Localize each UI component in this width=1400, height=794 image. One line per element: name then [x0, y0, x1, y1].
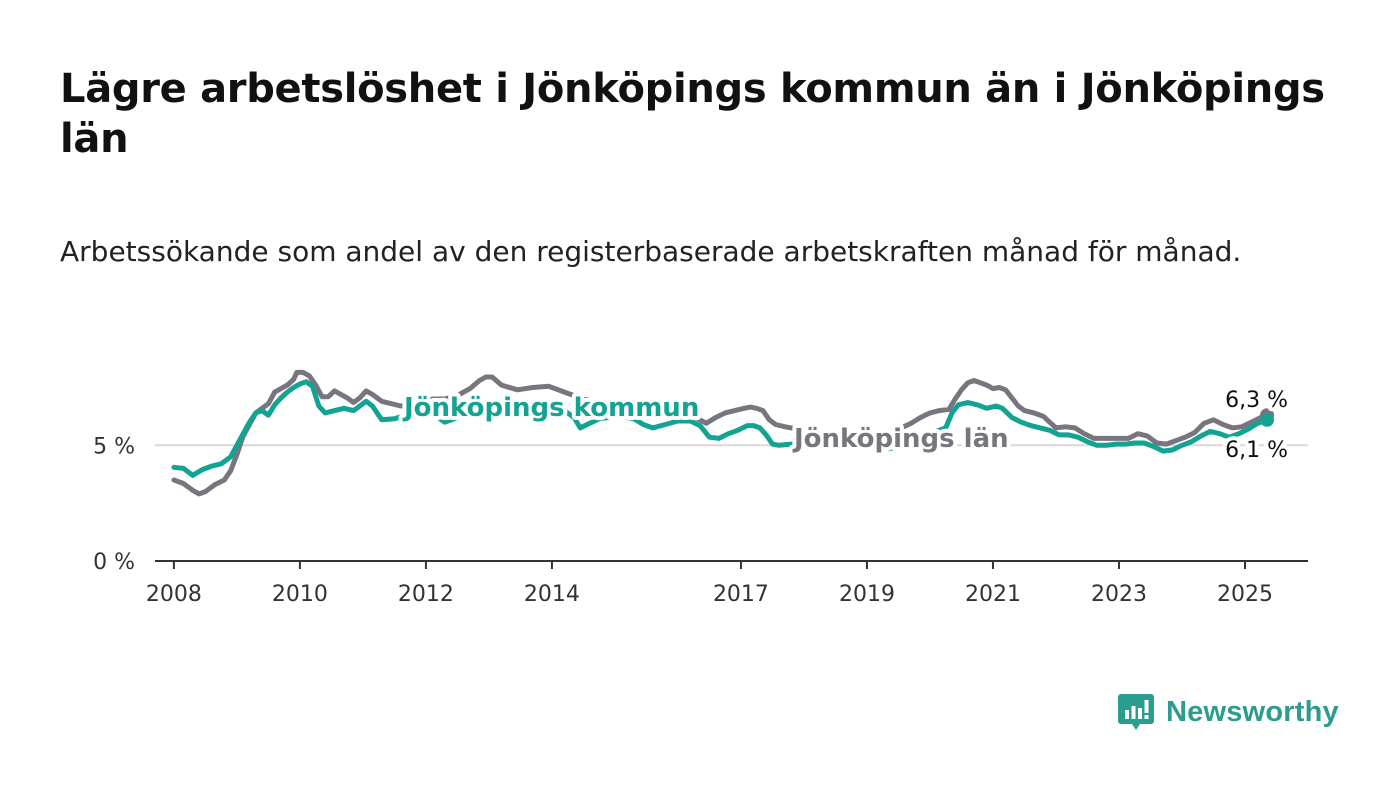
series-label-kommun-text: Jönköpings kommun: [402, 393, 699, 423]
end-label-lan: 6,3 %6,3 %: [1221, 384, 1292, 417]
x-tick-label: 2014: [524, 582, 580, 607]
brand-logo: Newsworthy: [1118, 690, 1339, 734]
series-label-lan-text: Jönköpings län: [792, 424, 1009, 454]
x-tick-label: 2010: [272, 582, 328, 607]
series-line-kommun: [171, 379, 1270, 478]
series-lines: [171, 369, 1275, 497]
chart-subtitle: Arbetssökande som andel av den registerb…: [60, 235, 1242, 268]
series-line-lan: [171, 369, 1270, 497]
end-label-kommun-halo: 6,1 %: [1225, 438, 1288, 463]
x-tick-label: 2012: [398, 582, 454, 607]
brand-name: Newsworthy: [1166, 695, 1339, 728]
chart-title: Lägre arbetslöshet i Jönköpings kommun ä…: [60, 66, 1325, 162]
x-tick-label: 2021: [965, 582, 1021, 607]
newsworthy-logo-icon: [1118, 694, 1154, 730]
end-point-kommun: [1260, 412, 1275, 427]
y-tick-label: 5 %: [93, 434, 135, 459]
x-tick-label: 2023: [1091, 582, 1147, 607]
end-label-lan-text: 6,3 %: [1225, 388, 1288, 413]
end-label-kommun-text: 6,1 %: [1225, 438, 1288, 463]
x-tick-label: 2008: [146, 582, 202, 607]
x-tick-label: 2025: [1217, 582, 1273, 607]
series-label-lan-halo: Jönköpings län: [792, 424, 1009, 454]
axes: 0 % 5 % 2008 2010 2012 2014 2017 2019 2021 2023 20…: [93, 434, 1308, 607]
series-label-kommun-halo: Jönköpings kommun: [402, 393, 699, 423]
end-label-lan-halo: 6,3 %: [1225, 388, 1288, 413]
y-tick-label: 0 %: [93, 550, 135, 575]
end-label-kommun: 6,1 %6,1 %: [1221, 434, 1292, 467]
x-tick-label: 2017: [713, 582, 769, 607]
x-tick-label: 2019: [839, 582, 895, 607]
